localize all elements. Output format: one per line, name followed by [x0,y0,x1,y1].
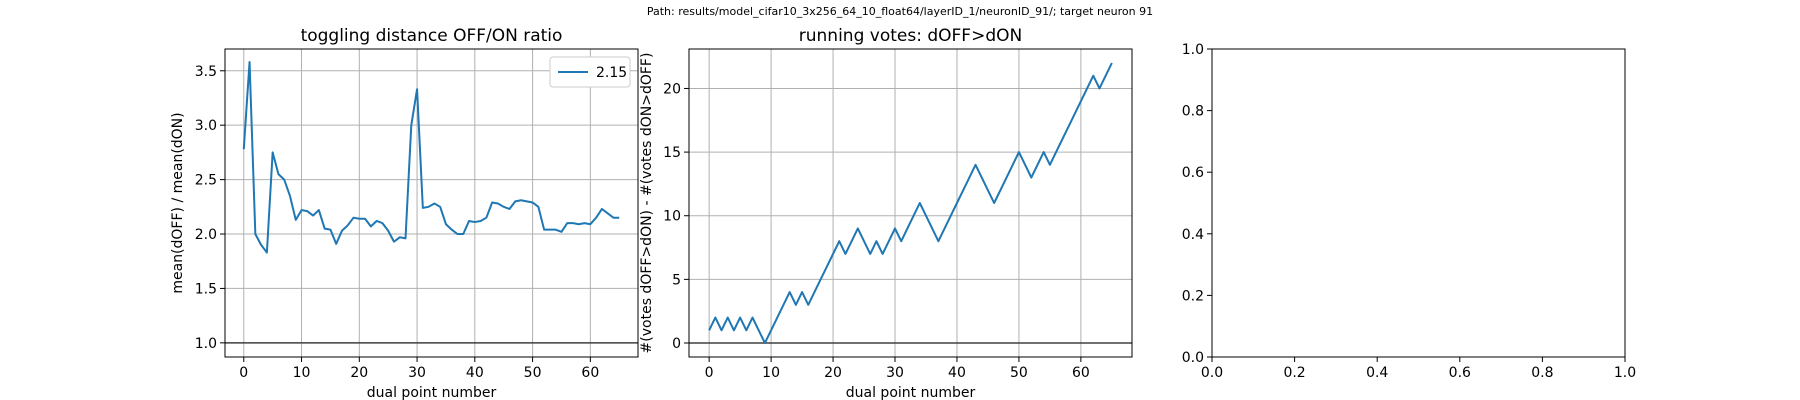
legend: 2.15 [549,56,631,88]
legend-box [549,56,631,88]
x-tick-label: 0.4 [1366,365,1388,381]
figure-suptitle: Path: results/model_cifar10_3x256_64_10_… [647,5,1153,18]
y-tick-label: 0.4 [1182,227,1204,243]
y-tick-label: 2.0 [195,227,217,243]
y-tick-label: 10 [663,209,681,225]
x-tick-label: 0 [705,365,714,381]
x-tick-label: 10 [293,365,311,381]
ratio-panel: 0 10 20 30 40 50 60 1.0 1.5 2.0 2.5 3.0 3.5 toggling … [170,26,639,400]
x-tick-label: 20 [824,365,842,381]
y-axis-label: mean(dOFF) / mean(dON) [170,112,186,293]
x-tick-label: 0.2 [1283,365,1305,381]
chart-title: running votes: dOFF>dON [799,26,1022,46]
axes-frame [688,48,1133,358]
x-tick-label: 20 [350,365,368,381]
x-tick-label: 40 [948,365,966,381]
series-line [242,61,620,254]
y-tick-label: 0.6 [1182,165,1204,181]
x-tick-label: 60 [581,365,599,381]
y-axis-label: #(votes dOFF>dON) - #(votes dON>dOFF) [639,53,655,354]
y-tick-label: 5 [672,272,681,288]
axes-frame [224,48,639,358]
x-tick-label: 50 [1010,365,1028,381]
x-tick-label: 60 [1072,365,1090,381]
chart-title: toggling distance OFF/ON ratio [301,26,563,46]
y-tick-label: 0.2 [1182,288,1204,304]
x-tick-label: 30 [886,365,904,381]
legend-entry: 2.15 [596,65,627,81]
x-axis-label: dual point number [846,385,976,400]
votes-panel: 0 10 20 30 40 50 60 0 5 10 15 20 running votes: dOFF… [639,26,1133,400]
y-tick-label: 2.5 [195,173,217,189]
y-tick-label: 0.8 [1182,104,1204,120]
x-axis-label: dual point number [367,385,497,400]
x-tick-label: 50 [524,365,542,381]
x-tick-label: 10 [762,365,780,381]
x-tick-label: 0.0 [1201,365,1223,381]
x-tick-label: 0.8 [1531,365,1553,381]
y-tick-label: 1.0 [1182,42,1204,58]
series-line [708,62,1113,344]
y-tick-label: 1.0 [195,336,217,352]
y-tick-label: 3.0 [195,118,217,134]
y-tick-label: 0 [672,336,681,352]
x-tick-label: 0 [239,365,248,381]
x-tick-label: 1.0 [1614,365,1636,381]
x-tick-label: 0.6 [1449,365,1471,381]
x-tick-label: 40 [466,365,484,381]
empty-panel: 0.0 0.2 0.4 0.6 0.8 1.0 0.0 0.2 0.4 0.6 0.8 1.0 [1182,42,1636,381]
y-tick-label: 0.0 [1182,350,1204,366]
x-tick-label: 30 [408,365,426,381]
y-tick-label: 20 [663,81,681,97]
y-tick-label: 15 [663,145,681,161]
y-tick-label: 3.5 [195,64,217,80]
axes-frame [1211,48,1626,358]
y-tick-label: 1.5 [195,281,217,297]
